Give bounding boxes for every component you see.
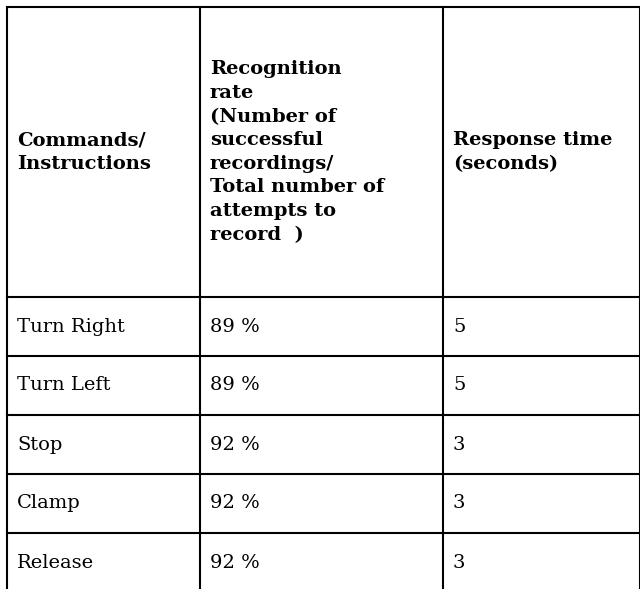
Text: 92 %: 92 % — [210, 435, 260, 454]
Text: Stop: Stop — [17, 435, 62, 454]
Text: 92 %: 92 % — [210, 554, 260, 571]
Text: Response time
(seconds): Response time (seconds) — [453, 131, 612, 173]
Text: 89 %: 89 % — [210, 317, 260, 336]
Text: 5: 5 — [453, 376, 465, 395]
Text: 3: 3 — [453, 554, 465, 571]
Text: Commands/
Instructions: Commands/ Instructions — [17, 131, 151, 173]
Text: Clamp: Clamp — [17, 495, 81, 512]
Text: 89 %: 89 % — [210, 376, 260, 395]
Text: Release: Release — [17, 554, 94, 571]
Text: Turn Right: Turn Right — [17, 317, 125, 336]
Text: 92 %: 92 % — [210, 495, 260, 512]
Text: Recognition
rate
(Number of
successful
recordings/
Total number of
attempts to
r: Recognition rate (Number of successful r… — [210, 61, 384, 244]
Text: 5: 5 — [453, 317, 465, 336]
Text: Turn Left: Turn Left — [17, 376, 111, 395]
Text: 3: 3 — [453, 495, 465, 512]
Text: 3: 3 — [453, 435, 465, 454]
